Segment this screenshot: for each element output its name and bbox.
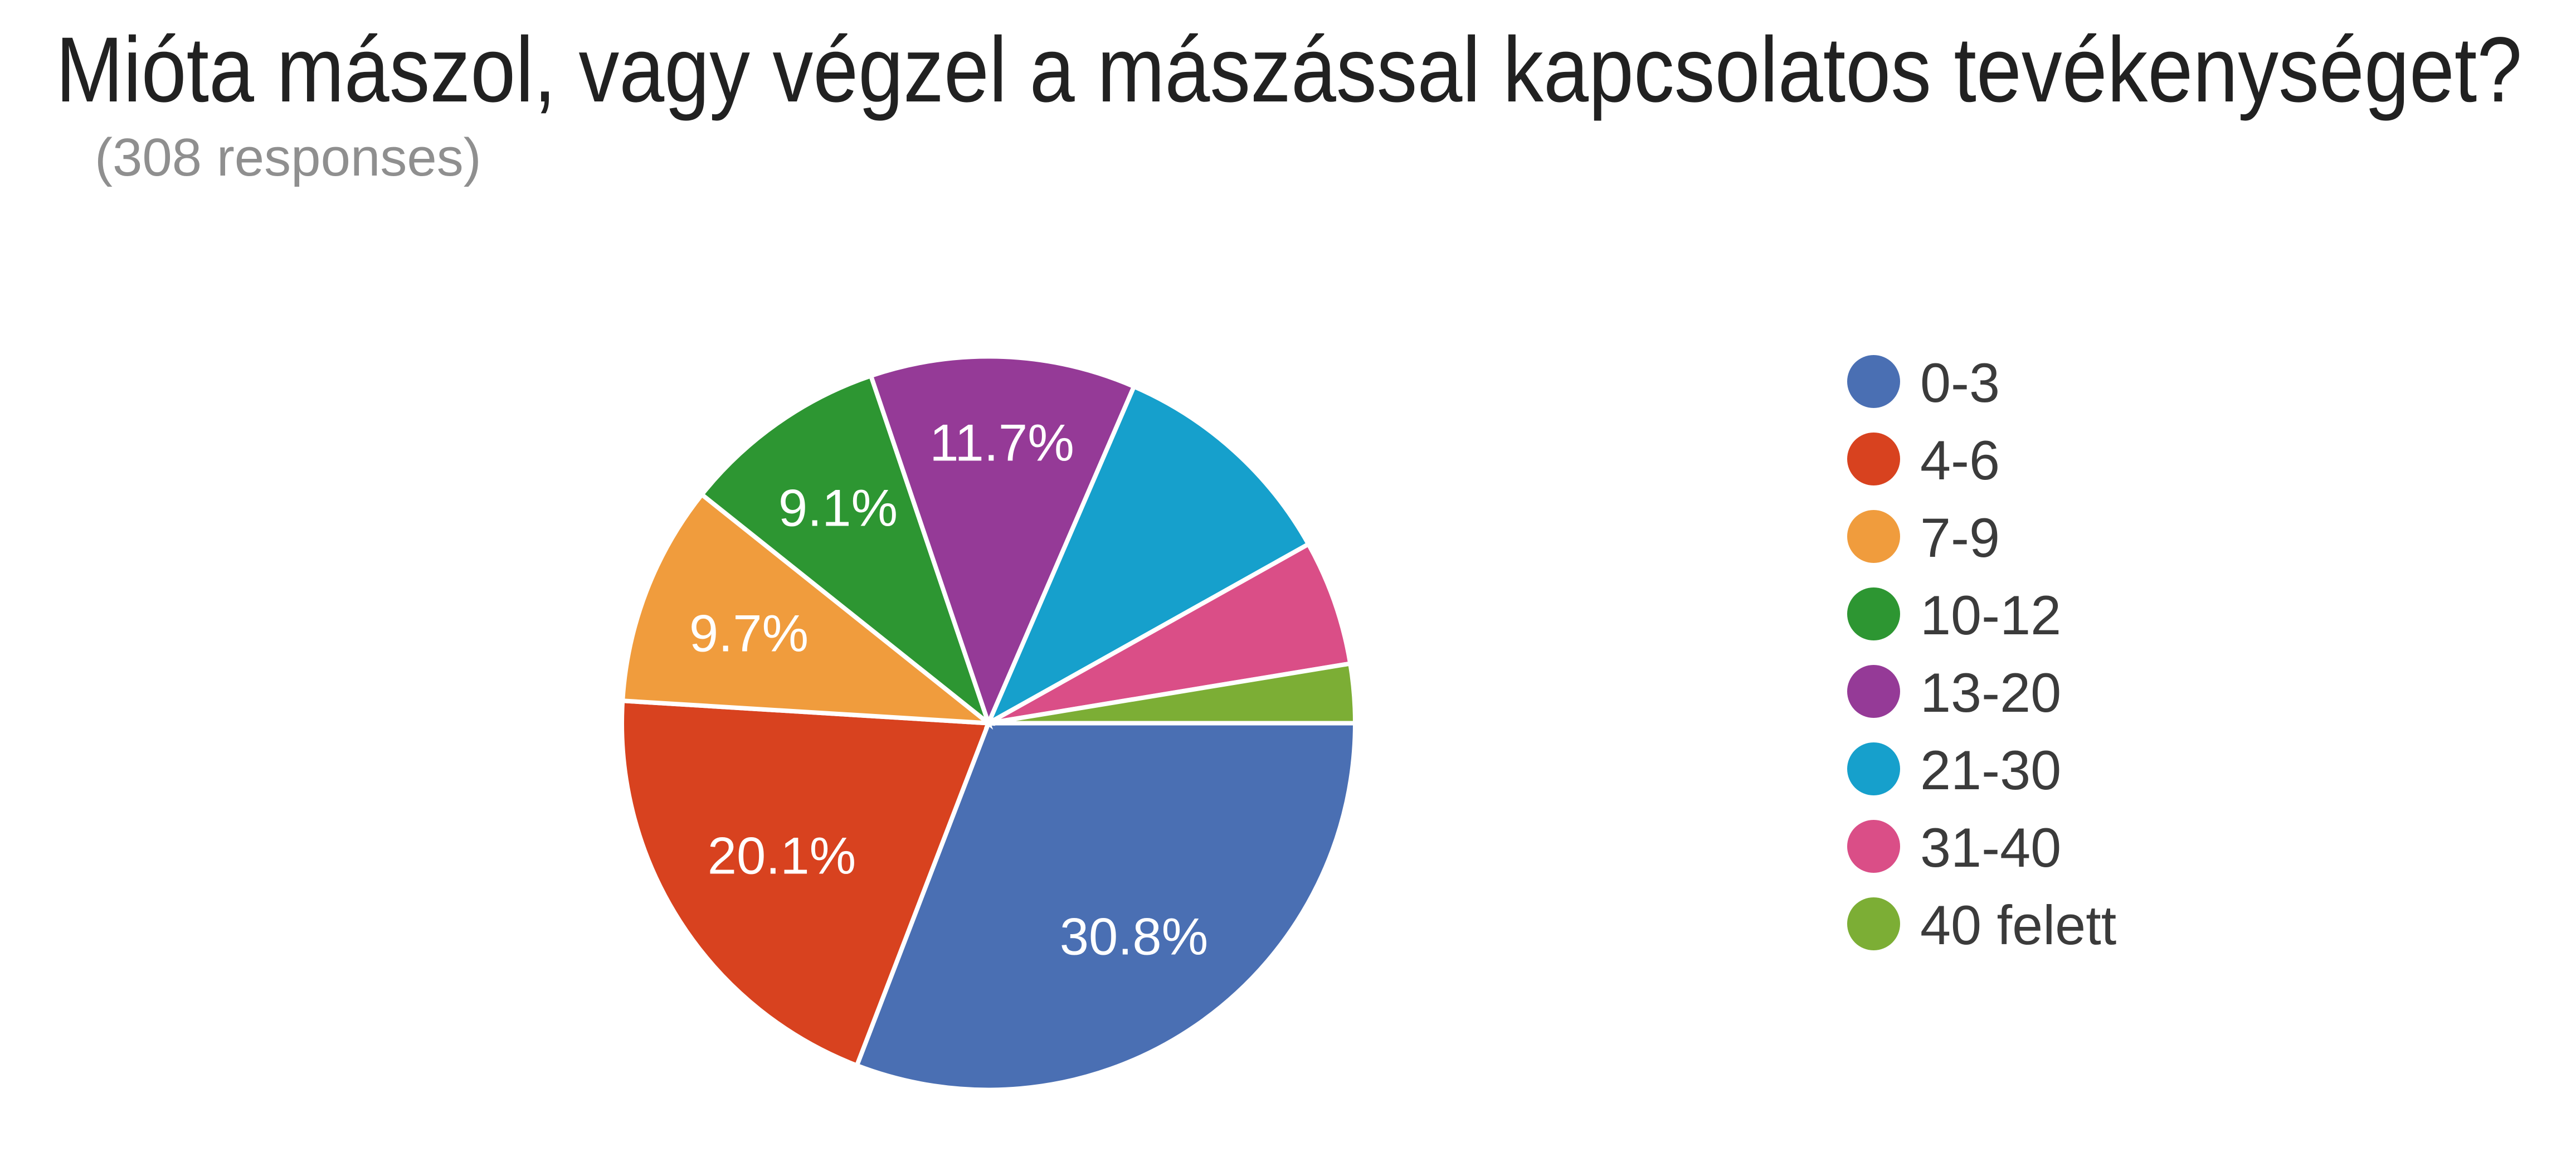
pie-slice-7-9	[620, 491, 996, 726]
pie-chart: 30.8% 20.1% 9.7% 9.1% 11.7%	[620, 354, 1358, 1092]
legend-swatch-icon	[1847, 509, 1900, 563]
legend-swatch-icon	[1847, 742, 1900, 795]
legend-swatch-icon	[1847, 432, 1900, 485]
legend-item: 0-3	[1847, 343, 2116, 420]
legend-item-label: 4-6	[1920, 429, 2000, 491]
pie-slice-40-felett	[988, 660, 1358, 726]
legend-item: 10-12	[1847, 575, 2116, 653]
pie-slice-21-30	[983, 383, 1312, 728]
legend-swatch-icon	[1847, 664, 1900, 718]
pie-slice-10-12	[698, 373, 994, 730]
legend-item-label: 31-40	[1920, 817, 2062, 878]
legend-swatch-icon	[1847, 354, 1900, 408]
legend-item-label: 21-30	[1920, 739, 2062, 801]
legend-item: 31-40	[1847, 808, 2116, 885]
legend-item-label: 10-12	[1920, 584, 2062, 646]
legend-item-label: 13-20	[1920, 662, 2062, 723]
pie-slice-percentage-label: 20.1%	[708, 827, 856, 885]
pie-slice-0-3	[854, 721, 1358, 1092]
legend-swatch-icon	[1847, 897, 1900, 950]
legend-item-label: 7-9	[1920, 507, 2000, 569]
legend-swatch-icon	[1847, 819, 1900, 873]
page-title: Mióta mászol, vagy végzel a mászással ka…	[56, 18, 2523, 122]
legend-item-label: 0-3	[1920, 352, 2000, 414]
pie-slice-13-20	[868, 354, 1137, 730]
legend: 0-3 4-6 7-9 10-12 13-20 21-30 31-40 40	[1847, 343, 2116, 963]
pie-slice-4-6	[620, 698, 992, 1068]
legend-item: 4-6	[1847, 420, 2116, 498]
legend-item: 7-9	[1847, 498, 2116, 575]
legend-item: 21-30	[1847, 730, 2116, 808]
legend-item: 13-20	[1847, 653, 2116, 730]
legend-item-label: 40 felett	[1920, 894, 2117, 956]
legend-item: 40 felett	[1847, 885, 2116, 963]
responses-count-subtitle: (308 responses)	[95, 128, 481, 187]
pie-slice-percentage-label: 30.8%	[1060, 907, 1209, 966]
pie-slice-percentage-label: 9.1%	[778, 479, 898, 537]
pie-slice-percentage-label: 11.7%	[929, 414, 1074, 472]
pie-slice-percentage-label: 9.7%	[689, 604, 809, 663]
legend-swatch-icon	[1847, 587, 1900, 640]
